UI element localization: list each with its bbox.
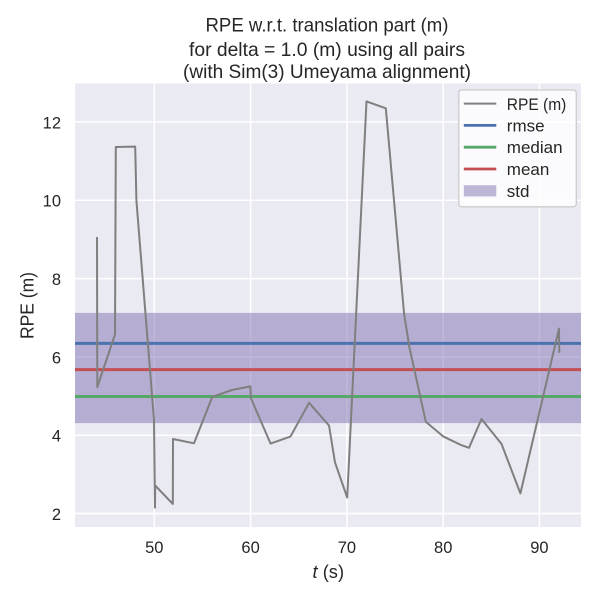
svg-text:median: median (507, 138, 563, 157)
svg-text:12: 12 (43, 114, 61, 132)
svg-text:t (s): t (s) (313, 561, 345, 582)
svg-text:4: 4 (52, 428, 61, 446)
svg-text:RPE w.r.t. translation part (m: RPE w.r.t. translation part (m) (206, 15, 449, 37)
svg-text:RPE (m): RPE (m) (17, 272, 38, 339)
svg-text:mean: mean (507, 160, 550, 179)
svg-text:80: 80 (434, 539, 452, 557)
svg-text:(with Sim(3) Umeyama alignment: (with Sim(3) Umeyama alignment) (183, 61, 471, 83)
svg-text:60: 60 (241, 539, 259, 557)
svg-text:90: 90 (530, 539, 548, 557)
svg-text:10: 10 (43, 193, 61, 211)
svg-text:rmse: rmse (507, 116, 545, 135)
svg-text:8: 8 (52, 271, 61, 289)
svg-text:for delta = 1.0 (m) using all: for delta = 1.0 (m) using all pairs (189, 39, 465, 61)
svg-text:2: 2 (52, 506, 61, 524)
svg-text:RPE (m): RPE (m) (507, 95, 567, 114)
svg-text:std: std (507, 182, 530, 201)
svg-text:6: 6 (52, 349, 61, 367)
svg-text:50: 50 (145, 539, 163, 557)
svg-text:70: 70 (338, 539, 356, 557)
